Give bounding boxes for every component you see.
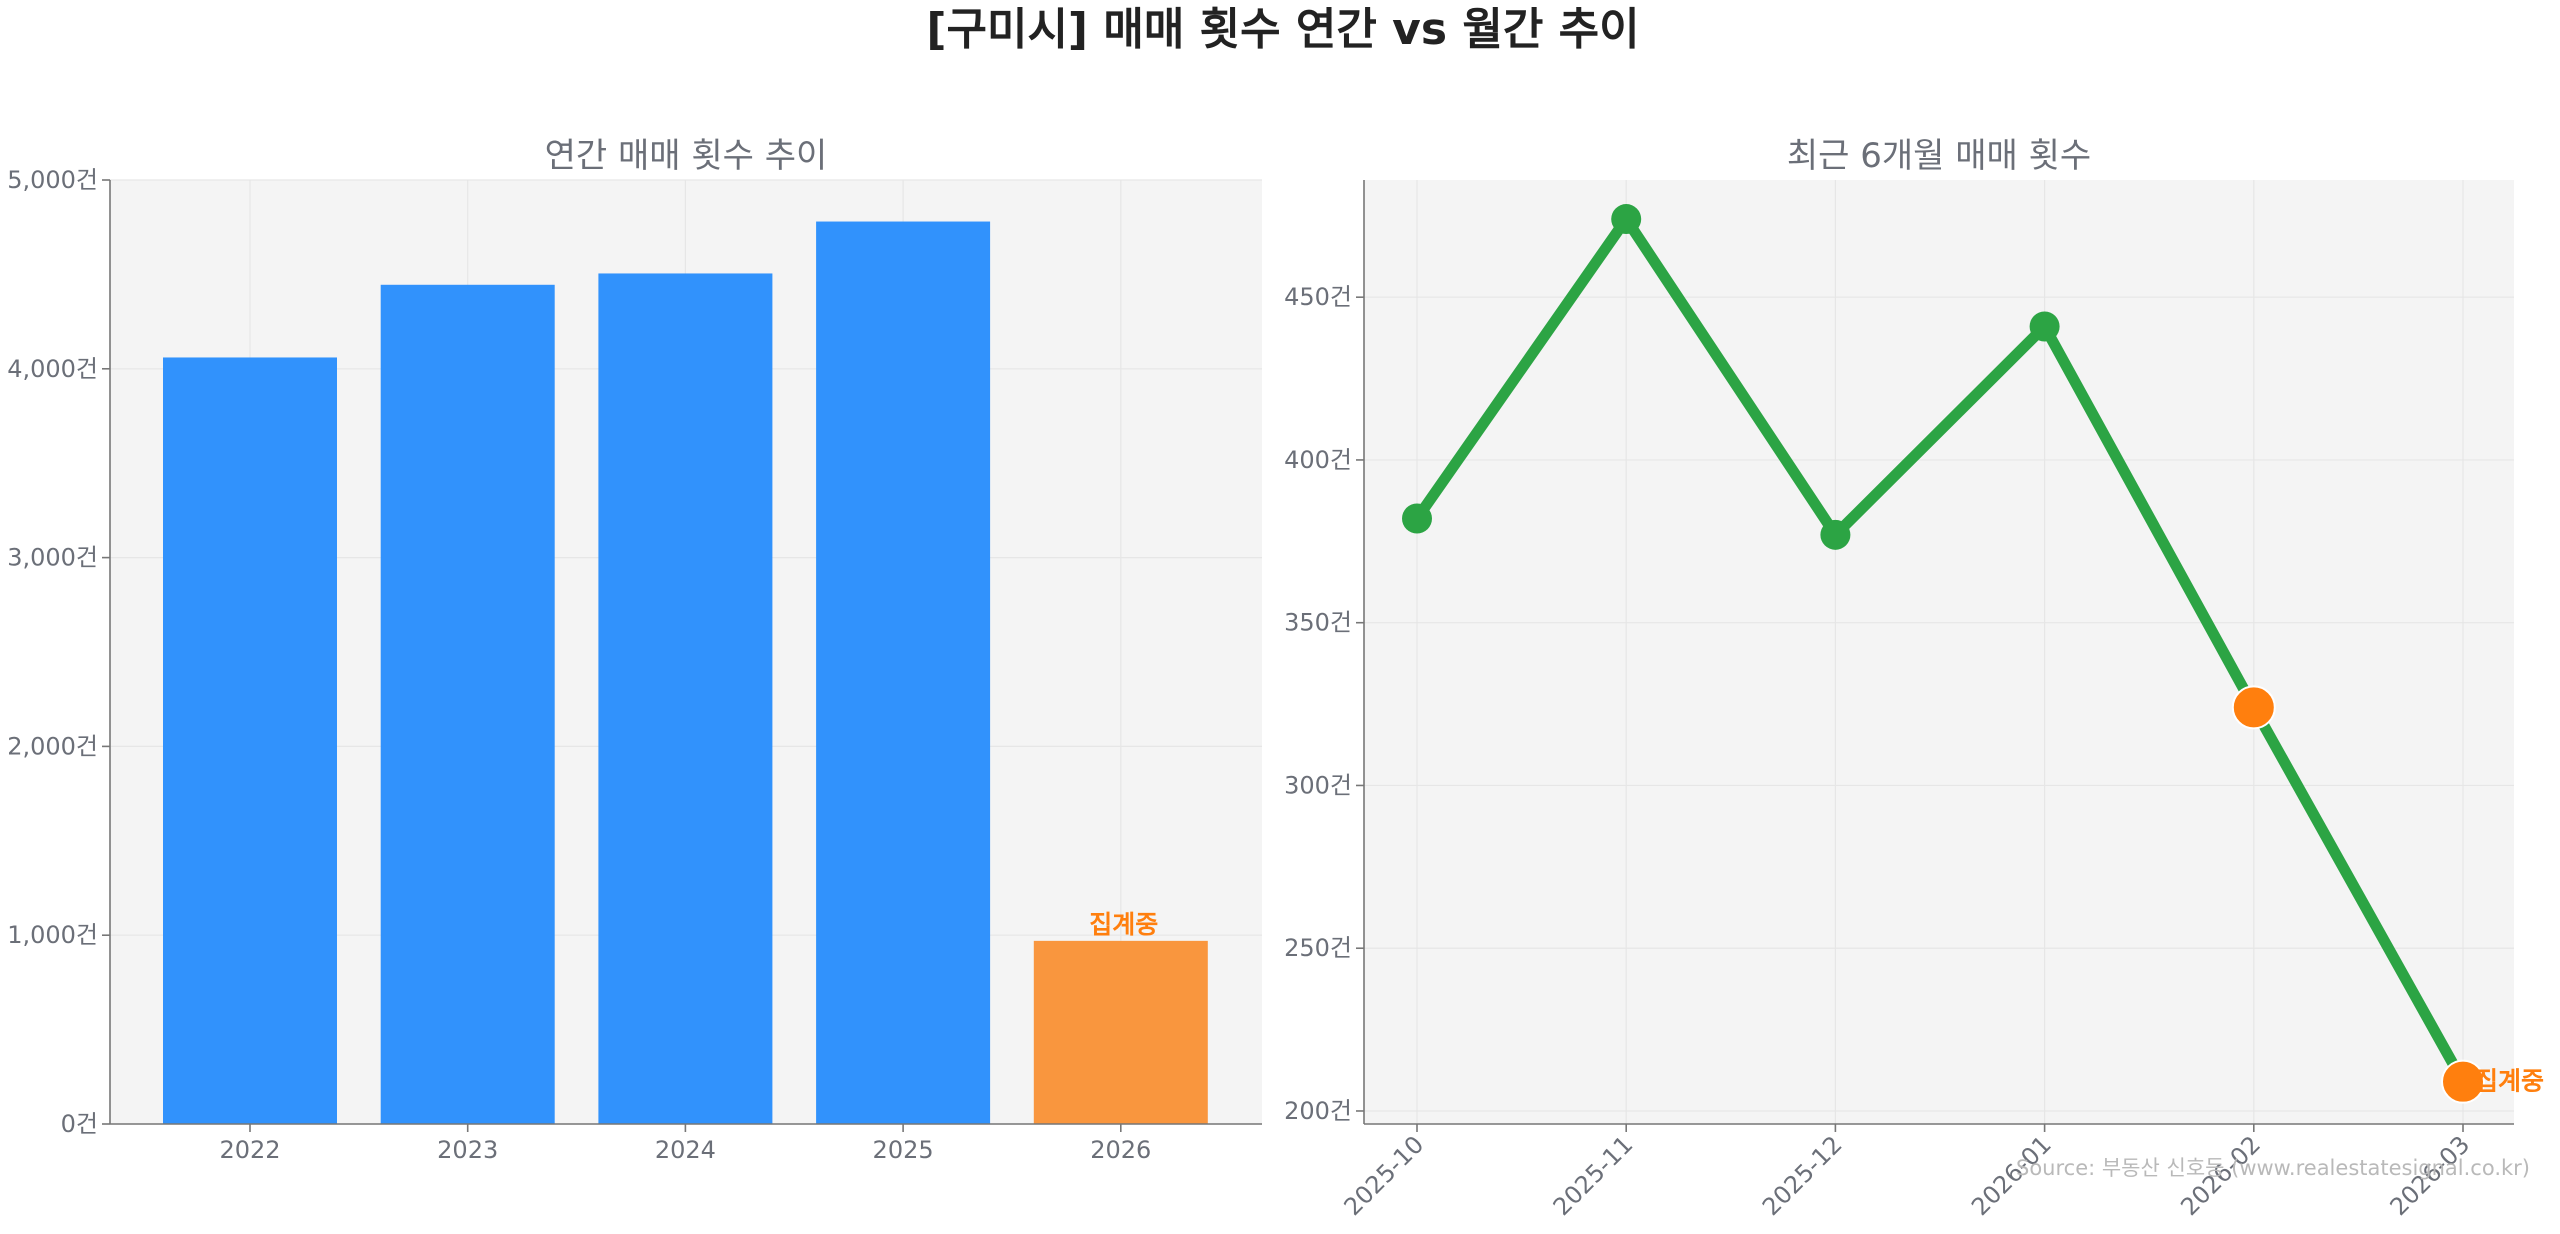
monthly-chart-title: 최근 6개월 매매 횟수: [1787, 136, 2091, 176]
monthly-point-2026-02: [2231, 685, 2276, 730]
annual-x-tick-label: 2026: [1090, 1136, 1151, 1164]
annual-chart-title: 연간 매매 횟수 추이: [545, 136, 828, 176]
annual-x-tick-label: 2022: [219, 1136, 280, 1164]
annual-bar-chart: 집계중 0건 1,000건 2,000건 3,000건 4,000건 5,000건 2022…: [7, 136, 1262, 1164]
monthly-point-2026-03: [2441, 1059, 2485, 1104]
annual-y-tick-label: 0건: [61, 1110, 98, 1138]
annual-y-tick-label: 5,000건: [7, 166, 98, 194]
monthly-points: 집계중: [1402, 204, 2544, 1104]
monthly-annotation: 집계중: [2475, 1067, 2544, 1096]
monthly-y-tick-label: 450건: [1284, 283, 1352, 311]
annual-bar-2023: [380, 284, 555, 1124]
monthly-grid: [1364, 180, 2514, 1124]
figure-title: [구미시] 매매 횟수 연간 vs 월간 추이: [926, 4, 1639, 55]
annual-bar-2025: [816, 221, 991, 1124]
annual-x-tick-label: 2024: [655, 1136, 716, 1164]
monthly-x-tick-label: 2025-11: [1548, 1130, 1639, 1221]
monthly-series-line: [1411, 213, 2469, 1088]
annual-x-tick-label: 2025: [873, 1136, 934, 1164]
annual-y-tick-label: 4,000건: [7, 355, 98, 383]
monthly-y-tick-label: 300건: [1284, 771, 1352, 799]
monthly-line-chart: 집계중 200건 250건 300건 350건 400건 450건 2025-10 2025-…: [1284, 136, 2544, 1221]
annual-x-tick-label: 2023: [437, 1136, 498, 1164]
monthly-y-tick-label: 200건: [1284, 1097, 1352, 1125]
monthly-y-tick-label: 400건: [1284, 446, 1352, 474]
annual-y-tick-label: 1,000건: [7, 921, 98, 949]
source-note: Source: 부동산 신호등 (www.realestatesignal.co…: [2016, 1156, 2530, 1180]
monthly-x-tick-label: 2025-10: [1339, 1130, 1430, 1221]
monthly-y-tick-label: 350건: [1284, 609, 1352, 637]
monthly-y-tick-label: 250건: [1284, 934, 1352, 962]
annual-bar-2026: [1033, 940, 1208, 1124]
monthly-point-2026-01: [2029, 311, 2060, 342]
monthly-x-tick-label: 2025-12: [1757, 1130, 1848, 1221]
annual-ticks: 0건 1,000건 2,000건 3,000건 4,000건 5,000건 2022 2023…: [7, 166, 1151, 1164]
annual-bars: 집계중: [163, 221, 1208, 1124]
annual-y-tick-label: 2,000건: [7, 732, 98, 760]
annual-annotation: 집계중: [1089, 910, 1158, 939]
annual-bar-2022: [163, 357, 337, 1124]
monthly-point-2025-11: [1611, 204, 1642, 235]
monthly-point-2025-12: [1820, 519, 1851, 550]
monthly-plot-area: [1364, 180, 2514, 1124]
annual-bar-2024: [598, 273, 773, 1124]
monthly-point-2025-10: [1402, 503, 1432, 534]
annual-y-tick-label: 3,000건: [7, 544, 98, 572]
